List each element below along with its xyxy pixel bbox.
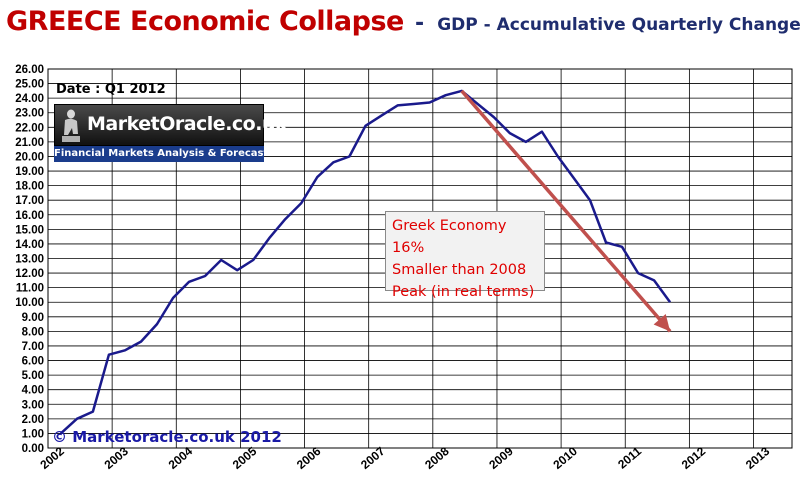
y-tick-label: 22.00 (15, 122, 44, 134)
y-tick-label: 5.00 (22, 370, 44, 382)
trend-arrow-head (653, 314, 671, 332)
y-tick-label: 19.00 (15, 166, 44, 178)
y-tick-label: 3.00 (22, 399, 44, 411)
trend-arrow (460, 89, 672, 333)
chart-subtitle: GDP - Accumulative Quarterly Change (437, 15, 800, 35)
annotation-line: Smaller than 2008 (392, 262, 527, 278)
y-tick-label: 13.00 (15, 254, 44, 266)
y-axis-ticks: 0.00 1.00 2.00 3.00 4.00 5.00 6.00 7.00 8.00 9.00… (15, 64, 44, 455)
trend-arrow-shaft (460, 89, 672, 333)
y-tick-label: 2.00 (22, 414, 44, 426)
annotation-line: Peak (in real terms) (392, 284, 535, 300)
y-tick-label: 16.00 (15, 210, 44, 222)
y-tick-label: 21.00 (15, 137, 44, 149)
y-tick-label: 7.00 (22, 341, 44, 353)
y-tick-label: 23.00 (15, 108, 44, 120)
y-tick-label: 12.00 (15, 268, 44, 280)
y-tick-label: 24.00 (15, 93, 44, 105)
marketoracle-logo: MarketOracle.co.uk Financial Markets Ana… (54, 104, 288, 162)
copyright-notice: © Marketoracle.co.uk 2012 (52, 428, 282, 446)
chart-title-main: GREECE Economic Collapse (6, 6, 404, 37)
thinker-statue-icon (62, 109, 80, 142)
y-tick-label: 20.00 (15, 151, 44, 163)
logo-text: MarketOracle.co.uk (87, 113, 288, 135)
y-tick-label: 0.00 (22, 443, 44, 455)
chart-title-dash: - (414, 11, 425, 36)
y-tick-label: 15.00 (15, 224, 44, 236)
y-tick-label: 4.00 (22, 385, 44, 397)
y-tick-label: 25.00 (15, 79, 44, 91)
annotation-box: Greek Economy 16% Smaller than 2008 Peak… (385, 211, 545, 300)
chart-title: GREECE Economic Collapse - GDP - Accumul… (6, 6, 800, 37)
y-tick-label: 18.00 (15, 181, 44, 193)
gdp-line (59, 89, 672, 435)
date-label: Date : Q1 2012 (56, 82, 166, 97)
y-tick-label: 17.00 (15, 195, 44, 207)
y-tick-label: 14.00 (15, 239, 44, 251)
y-tick-label: 11.00 (16, 283, 44, 295)
y-tick-label: 8.00 (22, 326, 44, 338)
y-tick-label: 1.00 (22, 428, 44, 440)
y-tick-label: 9.00 (22, 312, 44, 324)
y-tick-label: 26.00 (15, 64, 44, 76)
y-tick-label: 10.00 (15, 297, 44, 309)
logo-bar: MarketOracle.co.uk (54, 104, 288, 146)
annotation-line: Greek Economy 16% (392, 218, 507, 256)
gdp-series (59, 89, 672, 435)
y-tick-label: 6.00 (22, 356, 44, 368)
logo-tagline: Financial Markets Analysis & Forecasts (54, 146, 274, 162)
